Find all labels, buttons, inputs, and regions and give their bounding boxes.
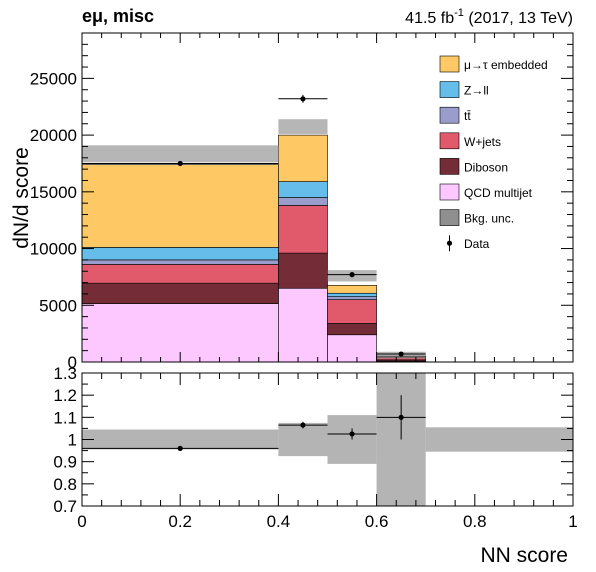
data-point-1 [300, 96, 306, 102]
ratio-panel-frame [81, 372, 574, 507]
legend-label-1: Z→ll [464, 84, 489, 98]
data-point-3 [398, 351, 404, 357]
ratio-point-3 [398, 414, 404, 420]
ratio-point-0 [177, 445, 183, 451]
x-tick-label-4: 0.8 [463, 512, 487, 531]
ratio-y-tick-label-4: 1.1 [53, 408, 77, 427]
bkg-unc-b1 [278, 119, 328, 134]
stack-bar-s0-b1 [278, 287, 328, 363]
stack-bar-s4-b0 [81, 247, 279, 261]
legend-swatch-4 [439, 158, 460, 175]
legend-data-marker [446, 240, 453, 246]
stack-bar-s0-b2 [327, 334, 377, 363]
stack-bar-s5-b0 [81, 164, 279, 248]
legend-label-6: Bkg. unc. [464, 212, 514, 226]
y-axis-label: dN/d score [10, 147, 33, 249]
ratio-y-tick-label-2: 0.9 [53, 453, 77, 472]
y-tick-label-4: 20000 [30, 126, 77, 145]
stack-bar-s1-b1 [278, 252, 328, 289]
y-tick-label-5: 25000 [30, 69, 77, 88]
legend-swatch-2 [439, 106, 460, 124]
legend-swatch-5 [439, 183, 460, 201]
x-tick-label-0: 0 [77, 512, 86, 531]
stack-bar-s1-b2 [327, 323, 377, 336]
stack-bar-s5-b1 [278, 134, 328, 182]
y-tick-label-0: 0 [68, 353, 77, 372]
lumi-label: 41.5 fb-1 (2017, 13 TeV) [405, 7, 573, 27]
stack-bar-s2-b0 [81, 264, 279, 284]
x-tick-label-3: 0.6 [365, 512, 389, 531]
ratio-band-b0 [82, 429, 279, 450]
ratio-y-tick-label-6: 1.3 [53, 364, 77, 383]
legend-label-0: μ→τ embedded [464, 58, 548, 72]
x-tick-label-1: 0.2 [168, 512, 192, 531]
stack-bar-s3-b2 [327, 296, 377, 300]
ratio-band-b4 [425, 427, 573, 452]
stack-bar-s3-b0 [81, 259, 279, 265]
main-panel: 0 5000 10000 15000 20000 25000 [30, 33, 574, 372]
legend: μ→τ embedded Z→ll tt̄ W+jets Diboson QCD mult… [439, 55, 548, 252]
y-tick-label-1: 5000 [39, 296, 77, 315]
x-axis-label: NN score [480, 544, 568, 567]
legend-swatch-1 [439, 81, 460, 98]
ratio-point-1 [300, 422, 306, 428]
stack-bar-s5-b2 [327, 285, 377, 294]
ratio-y-tick-label-1: 0.8 [53, 475, 77, 494]
stack-bar-s4-b2 [327, 292, 377, 297]
x-tick-label-2: 0.4 [267, 512, 291, 531]
legend-label-4: Diboson [464, 160, 508, 174]
legend-label-5: QCD multijet [464, 186, 533, 200]
legend-swatch-3 [439, 132, 460, 150]
legend-label-7: Data [464, 237, 490, 251]
legend-label-2: tt̄ [464, 109, 471, 123]
stack-bar-s4-b1 [278, 181, 328, 198]
y-tick-label-3: 15000 [30, 183, 77, 202]
stack-bar-s3-b1 [278, 197, 328, 206]
legend-swatch-6 [439, 209, 460, 226]
channel-label: eμ, misc [82, 6, 154, 26]
data-point-0 [177, 160, 183, 167]
ratio-y-tick-label-5: 1.2 [53, 386, 77, 405]
ratio-y-tick-label-0: 0.7 [53, 497, 77, 516]
main-panel-frame [81, 32, 574, 363]
data-point-2 [349, 272, 355, 278]
legend-label-3: W+jets [464, 135, 501, 149]
stack-bar-s2-b1 [278, 205, 328, 254]
stack-bar-s2-b2 [327, 299, 377, 324]
stack-bar-s1-b0 [81, 282, 279, 304]
ratio-panel: 0.7 0.8 0.9 1 1.1 1.2 1.3 0 0.2 0.4 0.6 0.8 1 [53, 364, 577, 531]
ratio-y-tick-label-3: 1 [68, 431, 77, 450]
bkg-unc-b0 [82, 145, 279, 163]
x-tick-label-5: 1 [568, 512, 577, 531]
y-tick-label-2: 10000 [30, 240, 77, 259]
legend-swatch-0 [439, 55, 460, 73]
ratio-point-2 [349, 431, 355, 437]
